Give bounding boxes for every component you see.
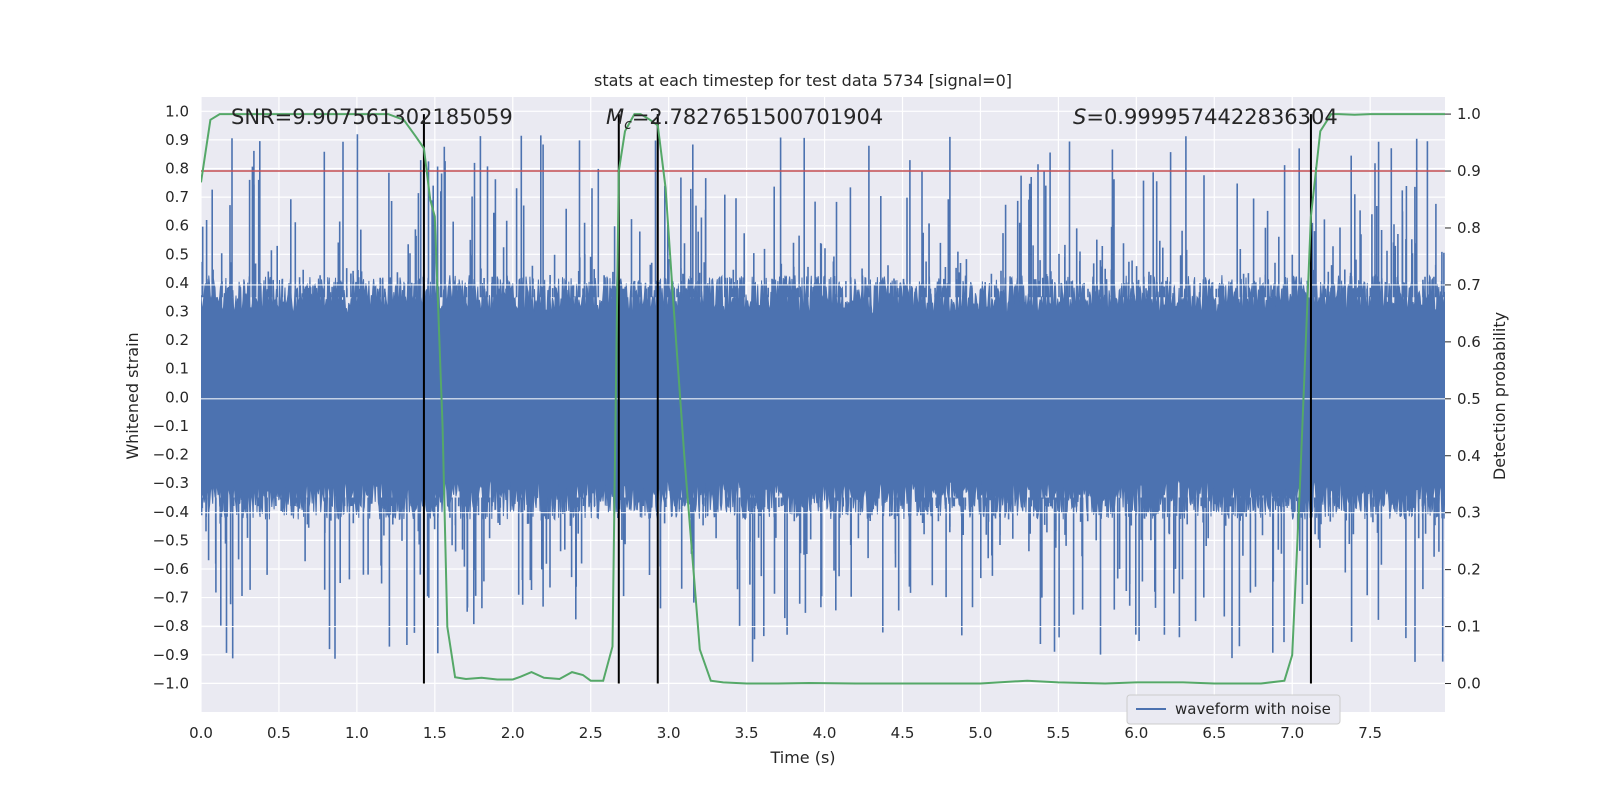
y-right-tick-label: 0.9 (1457, 162, 1481, 180)
y-left-tick-label: 0.2 (165, 331, 189, 349)
legend-label: waveform with noise (1175, 700, 1331, 718)
x-tick-label: 3.0 (657, 724, 681, 742)
y-left-tick-label: 0.7 (165, 188, 189, 206)
x-tick-label: 5.5 (1046, 724, 1070, 742)
x-tick-label: 1.0 (345, 724, 369, 742)
snr-annotation: SNR=9.907561302185059 (231, 105, 513, 129)
y-left-tick-label: −0.2 (153, 446, 189, 464)
left-y-axis: 1.0 0.9 0.8 0.7 0.6 0.5 0.4 0.3 0.2 0.1 0.0 −0.1 −0.… (153, 102, 189, 692)
waveform-spike-path (201, 134, 1445, 662)
y-right-tick-label: 0.4 (1457, 447, 1481, 465)
s-annotation: S=0.9999574422836304 (1073, 105, 1338, 129)
y-left-tick-label: −0.1 (153, 417, 189, 435)
y-left-tick-label: 0.0 (165, 388, 189, 406)
left-y-axis-label: Whitened strain (123, 332, 142, 459)
y-left-tick-label: −0.6 (153, 560, 189, 578)
y-left-tick-label: 0.1 (165, 360, 189, 378)
s-symbol: S (1073, 105, 1086, 129)
waveform-band (201, 274, 1445, 521)
y-right-tick-label: 0.0 (1457, 675, 1481, 693)
x-tick-label: 4.5 (891, 724, 915, 742)
waveform-spikes (201, 134, 1445, 662)
chart-title: stats at each timestep for test data 573… (594, 71, 1012, 90)
y-right-tick-label: 0.3 (1457, 504, 1481, 522)
x-tick-label: 4.0 (813, 724, 837, 742)
y-right-tick-label: 0.7 (1457, 276, 1481, 294)
y-left-tick-label: −0.4 (153, 503, 189, 521)
y-right-tick-label: 1.0 (1457, 105, 1481, 123)
probability-line (201, 113, 1445, 685)
x-tick-label: 6.5 (1202, 724, 1226, 742)
x-tick-label: 1.5 (423, 724, 447, 742)
legend-box (1126, 694, 1341, 725)
chirp-mass-annotation: Mc=2.7827651500701904 (606, 105, 883, 133)
y-left-tick-label: 0.4 (165, 274, 189, 292)
x-tick-label: 5.0 (969, 724, 993, 742)
y-left-tick-label: 0.8 (165, 160, 189, 178)
y-right-tick-label: 0.6 (1457, 333, 1481, 351)
x-tick-label: 2.0 (501, 724, 525, 742)
chirp-mass-subscript: c (624, 117, 632, 133)
right-y-axis-label: Detection probability (1490, 312, 1509, 480)
x-tick-label: 7.0 (1280, 724, 1304, 742)
x-tick-label: 0.0 (189, 724, 213, 742)
chirp-mass-symbol: M (606, 105, 624, 129)
s-value: =0.9999574422836304 (1086, 105, 1337, 129)
y-left-tick-label: 0.3 (165, 303, 189, 321)
inner-grid (201, 284, 1445, 628)
y-right-tick-label: 0.2 (1457, 561, 1481, 579)
y-left-tick-label: 0.6 (165, 217, 189, 235)
y-right-tick-label: 0.8 (1457, 219, 1481, 237)
y-left-tick-label: 0.9 (165, 131, 189, 149)
right-y-axis: 1.0 0.9 0.8 0.7 0.6 0.5 0.4 0.3 0.2 0.1 0.0 (1445, 105, 1481, 693)
y-left-tick-label: −0.3 (153, 474, 189, 492)
y-left-tick-label: −0.5 (153, 531, 189, 549)
x-axis: 0.0 0.5 1.0 1.5 2.0 2.5 3.0 3.5 4.0 4.5 5.0 5.5 6.0 6… (189, 724, 1382, 742)
y-right-tick-label: 0.5 (1457, 390, 1481, 408)
y-left-tick-label: −0.7 (153, 589, 189, 607)
x-tick-label: 6.0 (1124, 724, 1148, 742)
y-left-tick-label: −0.8 (153, 617, 189, 635)
x-tick-label: 7.5 (1358, 724, 1382, 742)
x-axis-label: Time (s) (769, 748, 835, 767)
y-left-tick-label: −1.0 (153, 674, 189, 692)
y-right-tick-label: 0.1 (1457, 618, 1481, 636)
x-tick-label: 0.5 (267, 724, 291, 742)
legend: waveform with noise (1126, 694, 1341, 725)
x-tick-label: 2.5 (579, 724, 603, 742)
y-left-tick-label: 0.5 (165, 245, 189, 263)
y-left-tick-label: −0.9 (153, 646, 189, 664)
x-tick-label: 3.5 (735, 724, 759, 742)
y-left-tick-label: 1.0 (165, 102, 189, 120)
chirp-mass-value: =2.7827651500701904 (632, 105, 883, 129)
